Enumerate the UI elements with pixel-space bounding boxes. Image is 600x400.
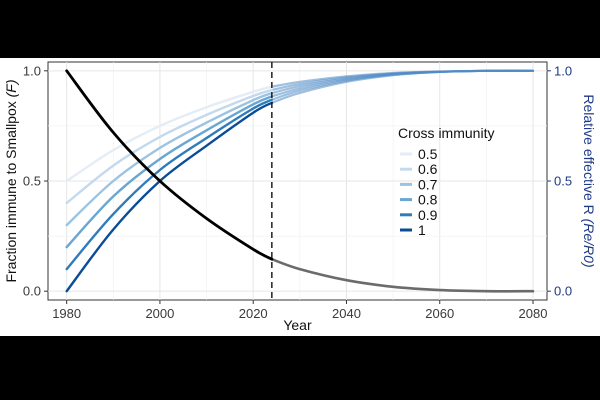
legend-label: 0.8 (418, 192, 438, 208)
legend-label: 0.6 (418, 161, 438, 177)
y-axis-left-title-symbol: (F) (3, 79, 19, 97)
legend-label: 0.9 (418, 207, 438, 223)
series-layer (65, 69, 274, 293)
y-axis-left-title-text: Fraction immune to Smallpox (3, 97, 19, 282)
x-axis-ticks: 1980 2000 2020 2040 2060 2080 (52, 300, 547, 321)
legend: Cross immunity 0.50.60.70.80.91 (398, 125, 494, 238)
series-line-past (65, 85, 274, 183)
x-tick-label: 2000 (145, 306, 174, 321)
y-left-tick-label: 1.0 (23, 63, 41, 78)
y-axis-right-title-text: Relative effective R (581, 94, 597, 218)
series-line-future (270, 69, 535, 104)
x-tick-label: 2020 (239, 306, 268, 321)
y-right-tick-label: 0.0 (554, 284, 572, 299)
legend-label: 0.7 (418, 176, 438, 192)
x-tick-label: 2080 (519, 306, 548, 321)
x-tick-label: 1980 (52, 306, 81, 321)
future-series-layer (270, 69, 535, 293)
x-axis-title: Year (283, 317, 312, 333)
legend-label: 0.5 (418, 146, 438, 162)
x-tick-label: 2040 (332, 306, 361, 321)
series-line-past (65, 95, 274, 249)
letterbox-top (0, 0, 600, 58)
x-tick-label: 2060 (425, 306, 454, 321)
letterbox-bottom (0, 336, 600, 400)
grid-lines (48, 62, 547, 300)
fraction-immune-line-past (65, 69, 274, 261)
y-left-tick-label: 0.0 (23, 284, 41, 299)
y-right-tick-label: 0.5 (554, 174, 572, 189)
series-line-past (65, 88, 274, 205)
y-axis-right-ticks: 0.0 0.5 1.0 (547, 63, 572, 299)
y-right-tick-label: 1.0 (554, 63, 572, 78)
y-axis-left-title: Fraction immune to Smallpox (F) (3, 79, 19, 282)
legend-title: Cross immunity (398, 125, 494, 141)
y-left-tick-label: 0.5 (23, 174, 41, 189)
series-line-past (65, 101, 274, 293)
fraction-immune-line-future (270, 257, 535, 293)
y-axis-left-ticks: 0.0 0.5 1.0 (23, 63, 48, 299)
y-axis-right-title: Relative effective R (Re/R0) (581, 94, 597, 267)
series-line-past (65, 91, 274, 227)
y-axis-right-title-symbol: (Re/R0) (581, 219, 597, 268)
legend-label: 1 (418, 222, 426, 238)
series-line-past (65, 98, 274, 271)
